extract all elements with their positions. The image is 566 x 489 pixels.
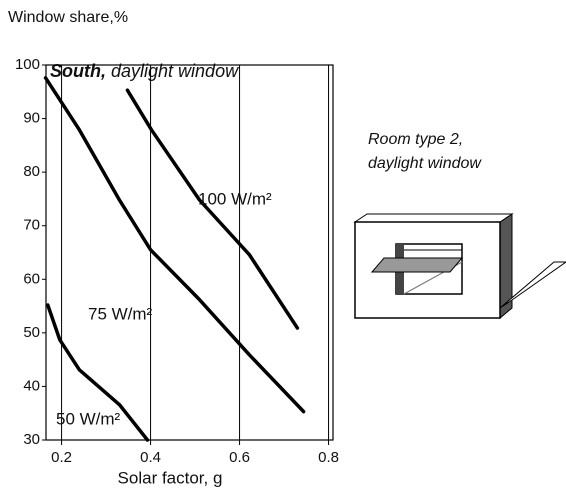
y-tick-label: 50: [23, 324, 40, 341]
x-tick-label: 0.2: [51, 449, 72, 466]
y-tick-label: 40: [23, 377, 40, 394]
note-line: daylight window: [368, 155, 482, 172]
y-tick-label: 100: [15, 56, 40, 73]
series-label: 100 W/m²: [198, 189, 272, 208]
y-tick-label: 70: [23, 217, 40, 234]
y-tick-label: 60: [23, 270, 40, 287]
x-tick-label: 0.6: [229, 449, 250, 466]
room-diagram: [355, 214, 566, 318]
series-label: 75 W/m²: [88, 304, 153, 323]
note-line: Room type 2,: [368, 131, 463, 148]
y-tick-label: 30: [23, 431, 40, 448]
x-tick-label: 0.4: [140, 449, 161, 466]
chart: Window share,% Solar factor, g South, da…: [0, 0, 566, 489]
y-tick-label: 80: [23, 163, 40, 180]
series-line: [46, 78, 304, 412]
series-label: 50 W/m²: [56, 409, 121, 428]
series-line: [127, 90, 297, 328]
y-tick-label: 90: [23, 110, 40, 127]
y-axis-label: Window share,%: [8, 9, 128, 26]
x-tick-label: 0.8: [318, 449, 339, 466]
title: daylight window: [111, 61, 239, 81]
x-axis-label: Solar factor, g: [118, 468, 223, 487]
page: {"chart_data": { "type": "line", "y_labe…: [0, 0, 566, 489]
plot-frame: [46, 65, 333, 440]
title-bold: South,: [50, 61, 106, 81]
